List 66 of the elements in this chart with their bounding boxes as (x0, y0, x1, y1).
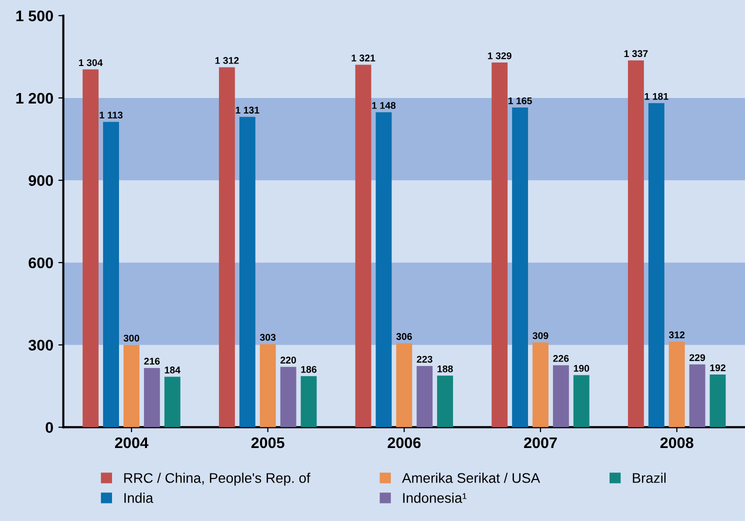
legend-label: Indonesia¹ (403, 492, 467, 503)
bar (689, 364, 706, 428)
data-label: 229 (690, 354, 706, 362)
bar (144, 368, 160, 428)
bar (710, 374, 726, 428)
data-label: 1 304 (79, 59, 103, 66)
data-label: 1 181 (644, 92, 668, 100)
bar (396, 343, 412, 428)
data-label: 1 312 (215, 57, 239, 64)
bar (164, 376, 180, 428)
x-tick-label: 2004 (115, 437, 148, 448)
data-label: 216 (144, 358, 160, 365)
data-label: 188 (438, 365, 453, 372)
bar (124, 344, 140, 428)
data-label: 1 113 (100, 112, 123, 119)
y-tick-label: 300 (28, 340, 53, 351)
data-label: 1 337 (624, 50, 648, 58)
data-label: 190 (574, 364, 590, 372)
legend-label: RRC / China, People's Rep. of (124, 472, 310, 486)
data-label: 223 (416, 356, 432, 363)
data-label: 306 (396, 333, 412, 340)
bar (239, 116, 256, 428)
bar (82, 69, 99, 428)
bar (103, 122, 120, 428)
data-label: 312 (668, 331, 685, 338)
x-tick-label: 2007 (524, 437, 557, 448)
data-label: 1 329 (488, 52, 512, 60)
bar (280, 366, 296, 428)
bar (512, 108, 528, 428)
data-label: 1 321 (352, 54, 376, 62)
y-tick-label: 1 200 (16, 92, 53, 104)
bar (573, 375, 590, 428)
x-tick-label: 2005 (251, 437, 284, 448)
data-label: 300 (124, 334, 140, 342)
bar (532, 342, 548, 428)
x-tick-label: 2008 (660, 437, 694, 448)
bar (260, 344, 276, 428)
data-label: 309 (532, 332, 548, 340)
data-label: 226 (553, 355, 569, 362)
bar (668, 342, 685, 428)
y-tick-label: 0 (46, 422, 53, 433)
bar (300, 376, 317, 428)
y-tick-label: 900 (28, 175, 53, 186)
data-label: 303 (260, 334, 276, 341)
bar (437, 376, 454, 428)
data-label: 184 (164, 366, 180, 374)
data-label: 1 131 (236, 106, 260, 114)
bar (492, 62, 508, 428)
data-label: 192 (710, 364, 726, 372)
bar (628, 60, 644, 428)
legend-label: Brazil (632, 472, 666, 483)
bar (218, 67, 235, 428)
bar (376, 112, 392, 428)
legend-label: India (124, 492, 154, 503)
x-tick-label: 2006 (388, 437, 421, 448)
bar (552, 365, 569, 428)
bar (648, 103, 664, 428)
bar (355, 64, 372, 428)
data-label: 186 (301, 366, 316, 373)
data-label: 1 165 (508, 97, 532, 104)
bar (416, 366, 433, 428)
legend-label: Amerika Serikat / USA (402, 472, 540, 483)
data-label: 1 148 (372, 102, 396, 109)
y-tick-label: 600 (28, 257, 53, 268)
y-tick-label: 1 500 (16, 10, 53, 22)
data-label: 220 (280, 356, 296, 364)
